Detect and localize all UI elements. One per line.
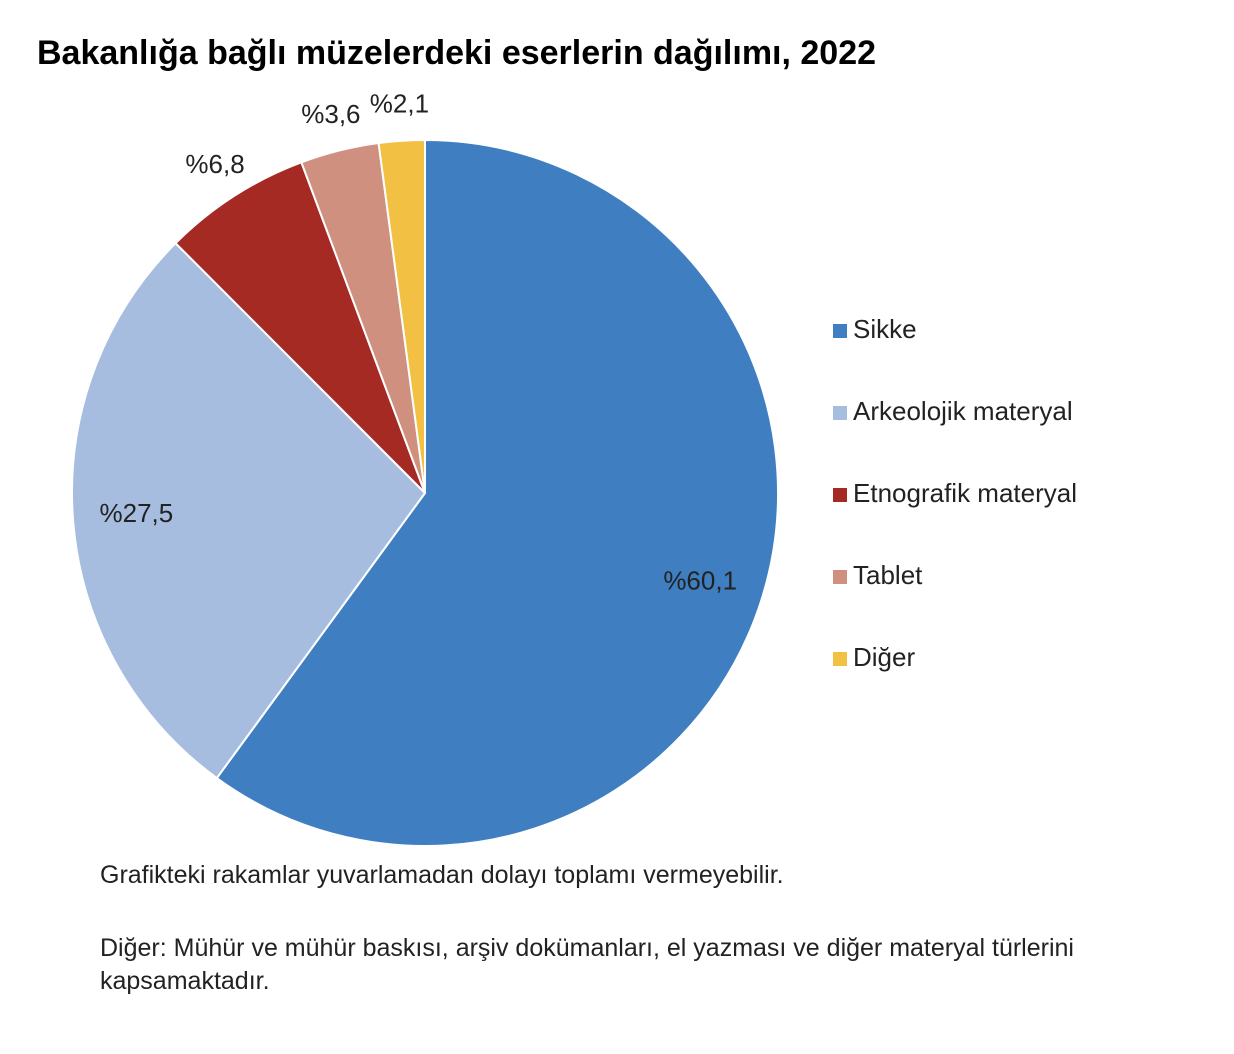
legend-swatch [833,324,847,338]
legend-label: Arkeolojik materyal [853,396,1073,426]
legend-label: Tablet [853,560,923,590]
chart: %60,1 %27,5 %6,8 %3,6 %2,1 Sikke Arkeolojik ma… [71,88,1077,847]
legend-swatch [833,406,847,420]
note: Diğer: Mühür ve mühür baskısı, arşiv dok… [100,934,1074,995]
pie-slice [71,241,427,780]
data-label: %27,5 [100,498,174,528]
note: Grafikteki rakamlar yuvarlamadan dolayı … [100,861,784,889]
data-label: %6,8 [185,149,244,179]
pie-slice [215,138,779,847]
legend-label: Etnografik materyal [853,478,1077,508]
data-label: %3,6 [301,99,360,129]
data-label: %60,1 [663,566,737,596]
pie-slice [174,161,426,494]
data-label: %2,1 [370,88,429,118]
pie-slice [377,138,426,494]
legend-swatch [833,570,847,584]
legend-label: Diğer [853,642,915,672]
legend-label: Sikke [853,314,917,344]
legend-swatch [833,652,847,666]
legend-swatch [833,488,847,502]
chart-title: Bakanlığa bağlı müzelerdeki eserlerin da… [37,34,877,72]
